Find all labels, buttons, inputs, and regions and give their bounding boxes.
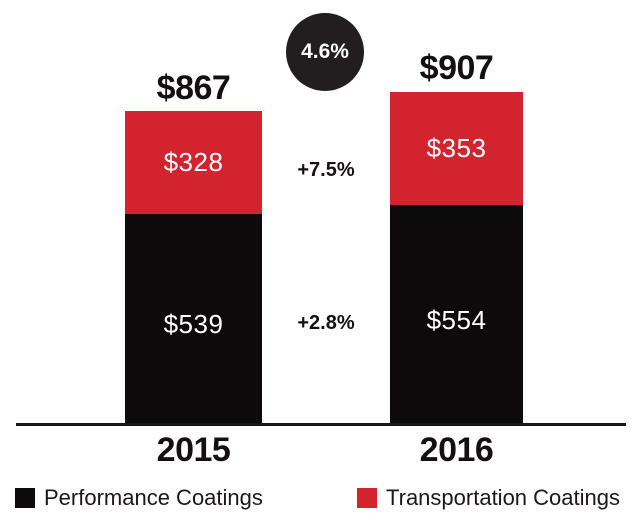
segment-value-transportation-2015: $328	[163, 147, 224, 177]
segment-performance-2016: $554	[390, 205, 523, 423]
total-growth-value: 4.6%	[301, 40, 349, 63]
x-axis-label-2015: 2015	[156, 431, 231, 469]
bar-2015: $328 $539	[125, 111, 262, 423]
legend-swatch-performance-icon	[15, 488, 35, 508]
segment-performance-2015: $539	[125, 214, 262, 423]
legend-swatch-transportation-icon	[357, 488, 377, 508]
bar-2016: $353 $554	[390, 92, 523, 423]
growth-label-performance: +2.8%	[297, 312, 355, 334]
total-growth-badge: 4.6%	[286, 13, 364, 91]
legend-label-transportation: Transportation Coatings	[386, 485, 620, 510]
x-axis-label-2016: 2016	[419, 431, 494, 469]
legend-item-transportation-coatings: Transportation Coatings	[357, 485, 620, 510]
segment-transportation-2015: $328	[125, 111, 262, 214]
total-label-2015: $867	[156, 69, 231, 107]
legend-item-performance-coatings: Performance Coatings	[15, 485, 263, 510]
legend-label-performance: Performance Coatings	[44, 485, 263, 510]
total-label-2016: $907	[419, 49, 494, 87]
segment-value-transportation-2016: $353	[426, 133, 487, 163]
segment-value-performance-2015: $539	[163, 309, 224, 339]
segment-transportation-2016: $353	[390, 92, 523, 205]
segment-value-performance-2016: $554	[426, 304, 487, 335]
growth-label-transportation: +7.5%	[297, 159, 355, 181]
x-axis-line	[16, 423, 626, 426]
